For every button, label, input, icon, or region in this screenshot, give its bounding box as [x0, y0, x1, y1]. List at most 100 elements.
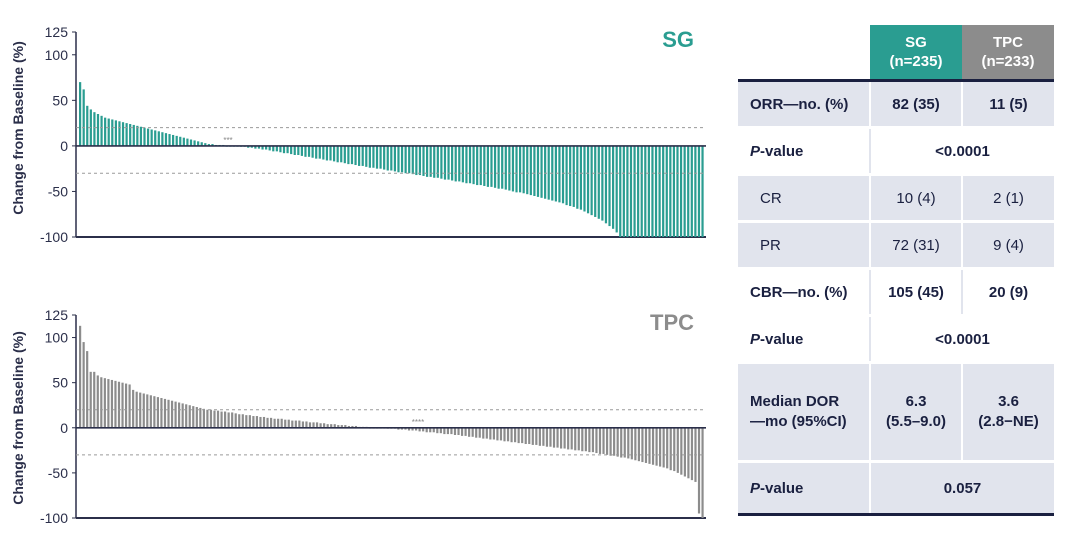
- p-suffix: -value: [760, 479, 804, 497]
- sg-bar: [554, 145, 557, 202]
- sg-bar: [672, 145, 676, 237]
- tpc-bar: [294, 420, 297, 428]
- sg-bar: [375, 145, 379, 169]
- sg-bar: [558, 145, 561, 203]
- tpc-bar: [496, 427, 499, 441]
- sg-bar: [611, 145, 615, 229]
- tpc-bar: [400, 427, 404, 430]
- dor-sg: 6.3 (5.5–9.0): [869, 361, 962, 462]
- tpc-bar: [181, 403, 184, 428]
- sg-bar: [207, 144, 210, 146]
- tpc-bar: [255, 416, 259, 428]
- dor-sg-median: 6.3: [905, 393, 927, 410]
- tpc-bar: [124, 383, 128, 428]
- tpc-bar: [482, 427, 485, 439]
- table-row-pr: PR 72 (31) 9 (4): [738, 220, 1054, 269]
- orr-pvalue: <0.0001: [869, 126, 1054, 175]
- tpc-bar: [213, 410, 216, 428]
- header-blank-cell: [738, 22, 870, 82]
- sg-bar: [544, 145, 547, 199]
- tpc-bar: [139, 392, 142, 428]
- sg-bar: [504, 145, 507, 190]
- sg-bar: [111, 119, 114, 146]
- sg-bar: [590, 145, 593, 216]
- sg-bar: [272, 145, 275, 152]
- tpc-bar: [259, 416, 262, 428]
- table-row-cbr-pvalue: P-value <0.0001: [738, 314, 1054, 363]
- sg-bar: [565, 145, 568, 206]
- sg-bar: [193, 140, 196, 146]
- sg-bar: [354, 145, 357, 166]
- tpc-bar: [425, 427, 428, 433]
- sg-bar: [361, 145, 364, 166]
- tpc-bar: [146, 394, 149, 428]
- tpc-bar: [117, 381, 121, 428]
- sg-bar: [132, 124, 135, 146]
- sg-bar: [93, 112, 96, 146]
- dor-pvalue-label: P-value: [738, 460, 870, 516]
- table-row-dor: Median DOR —mo (95%CI) 6.3 (5.5–9.0) 3.6…: [738, 361, 1054, 462]
- p-suffix: -value: [760, 330, 804, 348]
- tpc-bar: [499, 427, 503, 441]
- tpc-bar: [305, 421, 308, 428]
- pr-tpc: 9 (4): [961, 220, 1054, 269]
- sg-bar: [683, 145, 686, 237]
- sg-bar: [415, 145, 418, 176]
- tpc-bar: [156, 397, 160, 428]
- tpc-bar: [231, 412, 234, 428]
- pr-label: PR: [738, 220, 870, 269]
- sg-bar: [615, 145, 618, 233]
- tpc-bar: [248, 415, 251, 428]
- sg-bar: [247, 145, 250, 148]
- sg-bar: [687, 145, 690, 237]
- sg-bar: [372, 145, 375, 168]
- tpc-bar: [238, 414, 241, 428]
- tpc-bar: [659, 427, 662, 467]
- tpc-bar: [531, 427, 534, 445]
- sg-bar: [379, 145, 382, 169]
- sg-bar: [501, 145, 504, 189]
- tpc-bar: [280, 418, 283, 428]
- sg-bar: [597, 145, 600, 219]
- tpc-bar: [549, 427, 552, 447]
- sg-bar: [572, 145, 575, 207]
- sg-bar: [515, 145, 518, 193]
- sg-bar: [146, 128, 150, 146]
- sg-bar: [86, 105, 89, 146]
- tpc-bar: [595, 427, 598, 454]
- dor-label-line2: —mo (95%CI): [750, 413, 847, 430]
- sg-bar: [186, 138, 189, 146]
- sg-bar: [250, 145, 253, 148]
- tpc-bar: [577, 427, 580, 451]
- tpc-bar: [291, 420, 294, 428]
- tpc-bar: [556, 427, 559, 448]
- sg-bar: [257, 145, 261, 149]
- cr-sg: 10 (4): [869, 173, 962, 222]
- tpc-bar: [209, 409, 213, 428]
- tpc-bar: [404, 427, 407, 430]
- sg-bar: [175, 135, 178, 146]
- table-row-cbr: CBR—no. (%) 105 (45) 20 (9): [738, 267, 1054, 316]
- sg-bar: [669, 145, 672, 237]
- p-suffix: -value: [760, 142, 804, 160]
- tpc-bar: [598, 427, 602, 454]
- sg-bar: [690, 145, 693, 237]
- sg-bar: [161, 132, 164, 146]
- tpc-bar: [450, 427, 453, 435]
- tpc-bar: [602, 427, 605, 454]
- sg-bar: [633, 145, 636, 237]
- tpc-bar: [443, 427, 446, 435]
- tpc-bar: [188, 405, 191, 428]
- cbr-sg: 105 (45): [869, 267, 962, 316]
- sg-bar: [429, 145, 432, 177]
- sg-bar: [143, 127, 146, 146]
- sg-bar: [340, 145, 343, 163]
- tpc-bar: [697, 427, 701, 514]
- sg-bar: [261, 145, 264, 150]
- sg-bar: [629, 145, 633, 237]
- sg-annotation: ***: [223, 136, 232, 145]
- sg-ytick-label: -50: [48, 183, 68, 199]
- orr-tpc: 11 (5): [961, 79, 1054, 128]
- sg-bar: [315, 145, 318, 159]
- sg-bar: [476, 145, 479, 186]
